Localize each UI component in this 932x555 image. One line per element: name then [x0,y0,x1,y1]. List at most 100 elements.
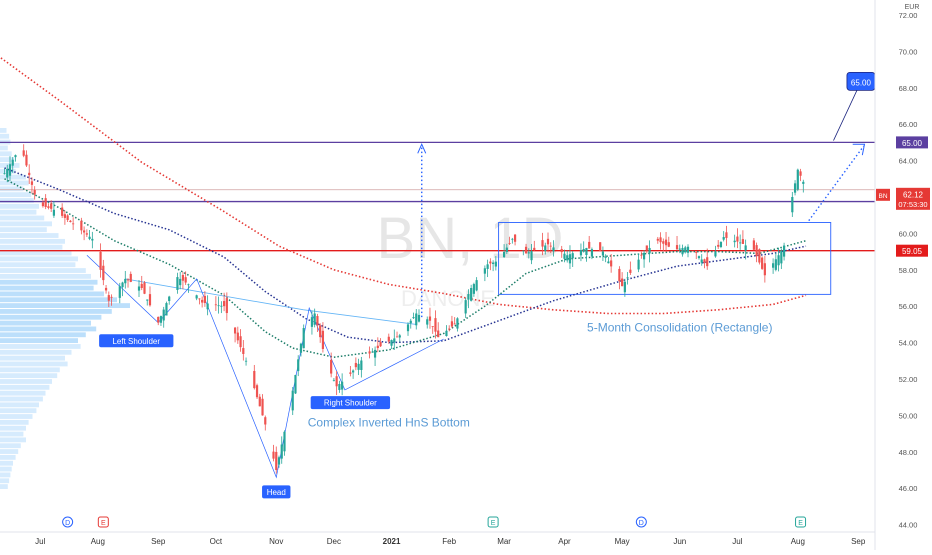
callout-text: 65.00 [851,78,872,87]
event-marker-shape [635,516,647,528]
candle [494,256,497,271]
volume-profile-bar [0,402,39,408]
price-axis[interactable]: EUR 44.00 46.00 48.00 50.00 52.00 54.00 56.00 5… [899,4,920,530]
candle [703,258,706,269]
candle [579,243,583,262]
pattern-drawing[interactable] [86,254,444,479]
volume-profile-bar [0,174,26,180]
candle-body [640,254,643,256]
volume-profile-bar [0,314,102,320]
candle-body [41,202,45,207]
candle-body [599,242,602,251]
candle-body [585,247,588,255]
candle-body [697,256,701,259]
candle-body [148,294,152,306]
candle-body [338,384,341,390]
y-tick-label: 72.00 [899,11,918,20]
candle-body [793,183,797,193]
candle [585,247,588,262]
candle [445,325,448,337]
target-arrow-diagonal[interactable] [808,145,865,222]
candle-body [684,247,687,253]
ema-fast-line [4,178,807,358]
x-tick-label: Jul [732,537,742,546]
event-marker-letter: E [101,520,106,527]
candle-body [505,247,508,253]
candle [472,282,475,297]
candle [744,239,747,260]
candle-body [780,250,783,264]
event-marker-E[interactable]: E [487,516,499,528]
target-arrowhead-vertical [417,142,427,154]
volume-profile-bar [0,238,65,244]
candle-body [648,247,651,254]
candle [739,234,742,250]
volume-profile [0,128,130,489]
candle [181,271,185,290]
candle [379,338,382,348]
candle-body [140,283,143,288]
candle [640,251,643,259]
volume-profile-bar [0,338,78,344]
candle-body [102,265,105,281]
candle [277,455,281,468]
neckline-left[interactable] [125,278,304,311]
consolidation-box[interactable] [498,222,832,295]
candle-body [242,348,245,354]
candle-body [179,278,182,286]
volume-profile-bar [0,443,21,449]
candle-body [527,252,530,254]
candle [220,301,223,314]
candle-body [393,338,396,343]
volume-profile-bar [0,425,26,431]
head-label[interactable]: Head [262,485,291,499]
event-marker-D[interactable]: D [635,516,647,528]
candle-body [741,239,745,244]
candle [8,156,12,182]
candle-body [434,318,437,332]
candle [198,298,201,305]
left-shoulder-label[interactable]: Left Shoulder [99,334,174,348]
consolidation-rectangle[interactable] [498,222,832,295]
candle [291,386,294,416]
projection-arrows[interactable] [417,142,866,318]
hns-outline[interactable] [86,254,444,479]
y-tick-label: 52.00 [899,375,918,384]
candle [3,168,6,175]
candle [513,234,517,246]
event-marker-D[interactable]: D [62,516,74,528]
time-axis[interactable]: Jul Aug Sep Oct Nov Dec 2021 Feb Mar Apr May Jun Jul… [35,537,866,546]
right-shoulder-label[interactable]: Right Shoulder [310,396,391,410]
event-marker-E[interactable]: E [97,516,109,528]
candle [297,355,300,377]
candle-body [571,253,574,259]
horizontal-levels[interactable]: 65.0061.7559.05 [0,136,928,257]
sma-slow-line [0,56,807,315]
candle [588,235,591,249]
candle [527,248,530,259]
candlesticks [3,144,805,474]
candle-body [321,330,325,349]
candle-body [508,243,511,244]
volume-profile-bar [0,332,86,338]
candle-body [675,245,679,250]
candle [258,393,261,407]
candle [508,236,511,246]
candle-body [774,259,777,270]
candle-body [560,249,563,253]
target-callout[interactable]: 65.00 [833,71,876,141]
candle-body [349,372,352,374]
candle-body [417,314,421,322]
event-marker-E[interactable]: E [795,516,807,528]
candle [544,242,547,255]
candle-body [623,281,626,293]
pattern-title: Complex Inverted HnS Bottom [308,415,470,429]
event-marker-shape [795,516,807,528]
neckline-right[interactable] [303,309,417,325]
candle-body [744,245,747,251]
volume-profile-bar [0,151,12,157]
candle-body [456,318,459,329]
